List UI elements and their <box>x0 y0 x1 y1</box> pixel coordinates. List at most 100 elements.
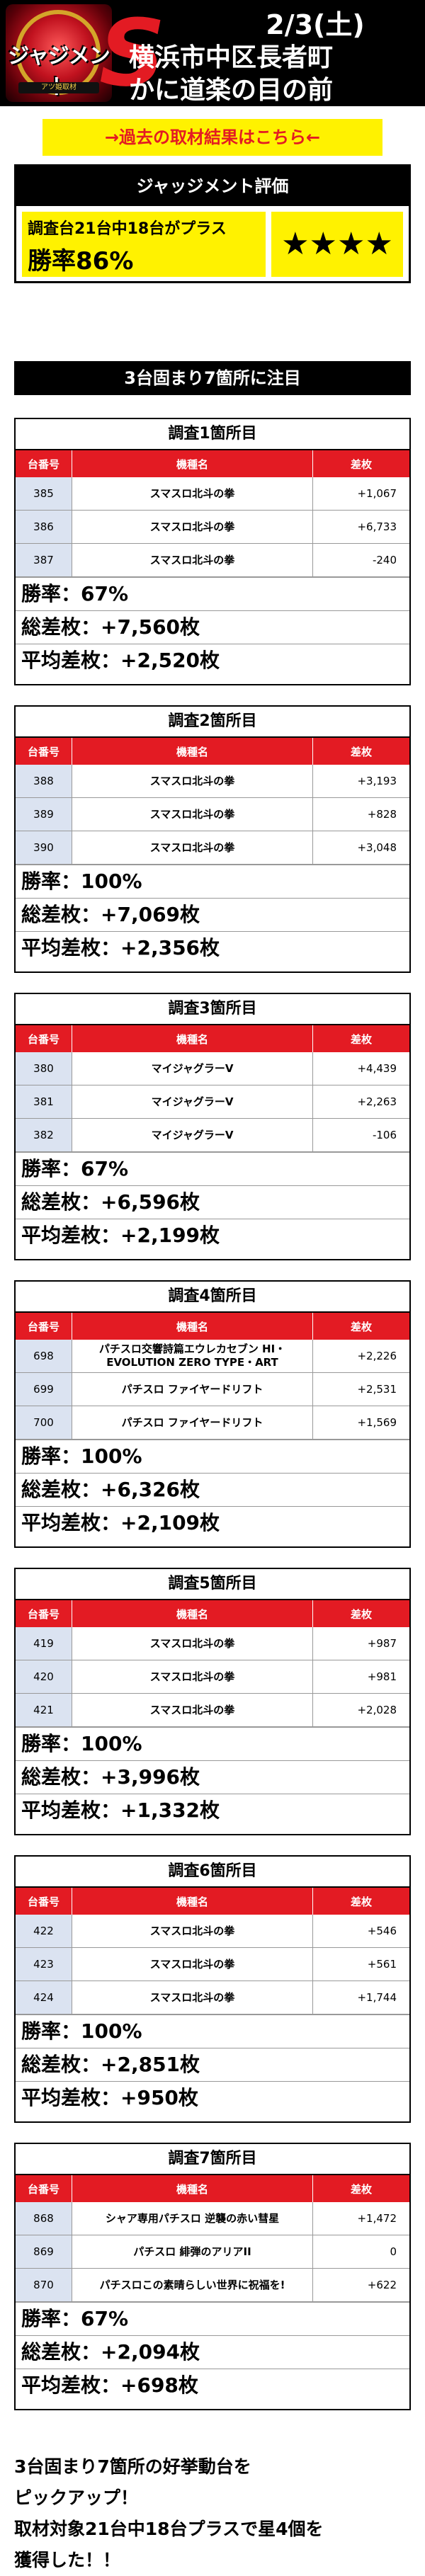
machine-number: 381 <box>16 1085 72 1118</box>
column-header-diff: 差枚 <box>350 745 372 758</box>
machine-number: 423 <box>16 1948 72 1981</box>
coin-difference: 0 <box>390 2245 397 2258</box>
total-difference: 総差枚：+7,560枚 <box>16 610 409 644</box>
column-header-number: 台番号 <box>16 1313 72 1340</box>
total-difference: 総差枚：+7,069枚 <box>16 898 409 931</box>
machine-model: スマスロ北斗の拳 <box>72 765 313 797</box>
coin-difference: +622 <box>367 2279 397 2291</box>
column-header-model: 機種名 <box>72 1313 313 1340</box>
survey-title: 調査6箇所目 <box>16 1857 409 1888</box>
logo-text: ジャジメント <box>8 44 110 100</box>
table-header: 台番号 機種名 差枚 <box>16 738 409 765</box>
column-header-model: 機種名 <box>72 2175 313 2202</box>
table-header: 台番号 機種名 差枚 <box>16 2175 409 2202</box>
coin-difference: +981 <box>367 1670 397 1683</box>
machine-number: 870 <box>16 2269 72 2301</box>
machine-model: パチスロ ファイヤードリフト <box>72 1406 313 1439</box>
column-header-model: 機種名 <box>72 1888 313 1915</box>
column-header-number: 台番号 <box>16 1888 72 1915</box>
survey-title: 調査5箇所目 <box>16 1569 409 1600</box>
machine-number: 698 <box>16 1340 72 1372</box>
column-header-model: 機種名 <box>72 450 313 477</box>
win-rate: 勝率：100% <box>16 1440 409 1473</box>
evaluation-win-rate: 勝率86% <box>28 247 134 275</box>
logo-big-letter: S <box>99 0 166 107</box>
table-row: 385 スマスロ北斗の拳 +1,067 <box>16 477 409 511</box>
machine-number: 380 <box>16 1052 72 1085</box>
machine-number: 420 <box>16 1660 72 1693</box>
average-difference: 平均差枚：+2,109枚 <box>16 1506 409 1539</box>
average-difference: 平均差枚：+2,199枚 <box>16 1219 409 1252</box>
table-row: 869 パチスロ 緋弾のアリアII 0 <box>16 2235 409 2269</box>
focus-heading: 3台固まり7箇所に注目 <box>14 361 411 395</box>
column-header-diff: 差枚 <box>350 2182 372 2196</box>
machine-model: スマスロ北斗の拳 <box>72 544 313 576</box>
evaluation-stars: ★★★★ <box>271 212 403 277</box>
win-rate: 勝率：100% <box>16 865 409 898</box>
footer-line-1: 3台固まり7箇所の好挙動台を <box>14 2456 251 2477</box>
average-difference: 平均差枚：+950枚 <box>16 2081 409 2114</box>
machine-model: シャア専用パチスロ 逆襲の赤い彗星 <box>72 2202 313 2235</box>
column-header-model: 機種名 <box>72 1025 313 1052</box>
machine-model: スマスロ北斗の拳 <box>72 1660 313 1693</box>
survey-block: 調査7箇所目 台番号 機種名 差枚 868 シャア専用パチスロ 逆襲の赤い彗星 +1,472… <box>14 2143 411 2410</box>
column-header-number: 台番号 <box>16 2175 72 2202</box>
header-banner: ジャジメント アツ姫取材 S 2/3(土) 横浜市中区長者町 かに道楽の目の前 <box>0 0 425 106</box>
table-row: 699 パチスロ ファイヤードリフト +2,531 <box>16 1373 409 1406</box>
coin-difference: +1,472 <box>357 2212 397 2225</box>
footer-line-3: 取材対象21台中18台プラスで星4個を <box>14 2519 324 2539</box>
footer-line-4: 獲得した！！ <box>14 2550 121 2570</box>
table-header: 台番号 機種名 差枚 <box>16 450 409 477</box>
machine-model: パチスロ ファイヤードリフト <box>72 1373 313 1406</box>
table-row: 389 スマスロ北斗の拳 +828 <box>16 798 409 831</box>
coin-difference: +3,048 <box>357 841 397 854</box>
machine-model: パチスロ交響詩篇エウレカセブン HI・EVOLUTION ZERO TYPE・A… <box>72 1340 313 1372</box>
coin-difference: +1,067 <box>357 487 397 500</box>
survey-title: 調査7箇所目 <box>16 2144 409 2175</box>
table-header: 台番号 機種名 差枚 <box>16 1888 409 1915</box>
survey-block: 調査1箇所目 台番号 機種名 差枚 385 スマスロ北斗の拳 +1,067 386 スマスロ北斗… <box>14 418 411 685</box>
footer-summary: 3台固まり7箇所の好挙動台を ピックアップ！ 取材対象21台中18台プラスで星4… <box>14 2451 411 2576</box>
column-header-number: 台番号 <box>16 450 72 477</box>
coin-difference: +561 <box>367 1958 397 1971</box>
coin-difference: +987 <box>367 1637 397 1650</box>
column-header-model: 機種名 <box>72 1600 313 1627</box>
total-difference: 総差枚：+2,094枚 <box>16 2335 409 2369</box>
logo-subtext: アツ姫取材 <box>18 82 99 93</box>
machine-model: スマスロ北斗の拳 <box>72 1694 313 1726</box>
win-rate: 勝率：67% <box>16 577 409 610</box>
coin-difference: +3,193 <box>357 775 397 787</box>
coin-difference: +4,439 <box>357 1062 397 1075</box>
coin-difference: +6,733 <box>357 520 397 533</box>
survey-title: 調査4箇所目 <box>16 1282 409 1313</box>
table-row: 388 スマスロ北斗の拳 +3,193 <box>16 765 409 798</box>
past-results-link[interactable]: →過去の取材結果はこちら← <box>42 119 382 156</box>
win-rate: 勝率：67% <box>16 2302 409 2335</box>
footer-line-2: ピックアップ！ <box>14 2487 139 2508</box>
machine-model: マイジャグラーV <box>72 1119 313 1151</box>
survey-block: 調査5箇所目 台番号 機種名 差枚 419 スマスロ北斗の拳 +987 420 スマスロ北斗の拳… <box>14 1568 411 1835</box>
table-row: 420 スマスロ北斗の拳 +981 <box>16 1660 409 1694</box>
evaluation-summary: 調査台21台中18台がプラス 勝率86% <box>22 212 266 277</box>
table-row: 387 スマスロ北斗の拳 -240 <box>16 544 409 577</box>
judgment-logo: ジャジメント アツ姫取材 <box>6 4 112 102</box>
table-row: 422 スマスロ北斗の拳 +546 <box>16 1915 409 1948</box>
coin-difference: +546 <box>367 1925 397 1937</box>
machine-number: 700 <box>16 1406 72 1439</box>
coin-difference: -240 <box>372 554 397 566</box>
machine-model: スマスロ北斗の拳 <box>72 477 313 510</box>
column-header-number: 台番号 <box>16 1025 72 1052</box>
column-header-diff: 差枚 <box>350 1607 372 1621</box>
coin-difference: +1,569 <box>357 1416 397 1429</box>
column-header-diff: 差枚 <box>350 1320 372 1333</box>
table-header: 台番号 機種名 差枚 <box>16 1600 409 1627</box>
machine-model: スマスロ北斗の拳 <box>72 1981 313 2014</box>
evaluation-box: ジャッジメント評価 調査台21台中18台がプラス 勝率86% ★★★★ <box>14 164 411 283</box>
machine-model: マイジャグラーV <box>72 1052 313 1085</box>
machine-model: パチスロこの素晴らしい世界に祝福を! <box>72 2269 313 2301</box>
machine-number: 388 <box>16 765 72 797</box>
table-row: 700 パチスロ ファイヤードリフト +1,569 <box>16 1406 409 1440</box>
total-difference: 総差枚：+6,596枚 <box>16 1185 409 1219</box>
table-row: 419 スマスロ北斗の拳 +987 <box>16 1627 409 1660</box>
